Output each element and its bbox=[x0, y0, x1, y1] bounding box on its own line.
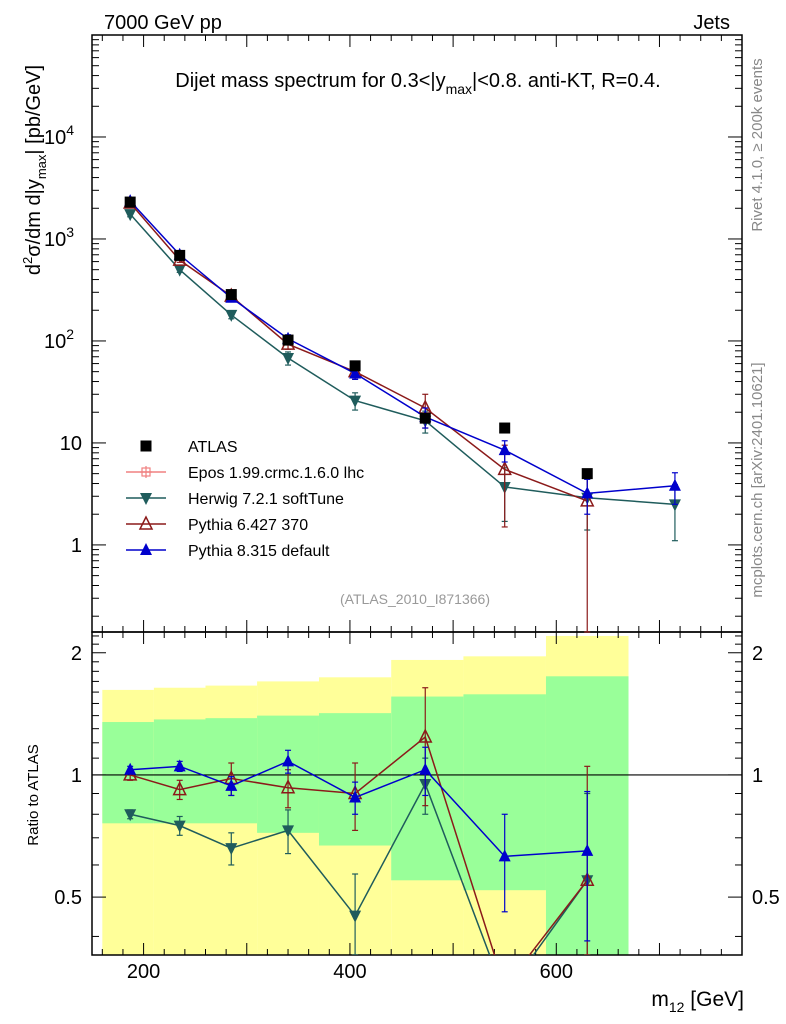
y-tick-label: 10 bbox=[60, 433, 82, 455]
mcplots-label: mcplots.cern.ch [arXiv:2401.10621] bbox=[749, 362, 766, 597]
legend-marker-1 bbox=[140, 466, 152, 478]
ratio-point-pythia-4 bbox=[349, 790, 362, 803]
ratio-point-pythia-4 bbox=[124, 762, 137, 775]
ratio-point-pythia-4 bbox=[282, 754, 295, 767]
ratio-point-herwig-2 bbox=[173, 820, 186, 833]
legend-marker-4 bbox=[140, 543, 152, 555]
header-right: Jets bbox=[693, 12, 730, 34]
y-tick-label: 102 bbox=[44, 326, 74, 353]
ratio-y-tick-label-right: 1 bbox=[752, 765, 763, 787]
point-pythia-3 bbox=[497, 460, 512, 476]
ratio-line-pythia-4 bbox=[130, 760, 588, 858]
x-axis-label: m12 [GeV] bbox=[651, 988, 744, 1015]
ratio-y-tick-label: 2 bbox=[71, 643, 82, 665]
legend-marker-3 bbox=[138, 515, 154, 530]
y-tick-label: 1 bbox=[71, 535, 82, 557]
ratio-y-tick-label: 1 bbox=[71, 765, 82, 787]
point-atlas bbox=[419, 412, 431, 424]
point-atlas bbox=[349, 360, 361, 372]
ratio-y-tick-label: 0.5 bbox=[54, 887, 82, 909]
ratio-line-pythia-3 bbox=[129, 735, 588, 955]
ratio-y-tick-label-right: 0.5 bbox=[752, 887, 780, 909]
point-atlas bbox=[282, 334, 294, 346]
point-atlas bbox=[225, 289, 237, 301]
ratio-y-axis-label: Ratio to ATLAS bbox=[25, 744, 42, 845]
series-line-pythia-3 bbox=[129, 202, 588, 502]
plot-title: Dijet mass spectrum for 0.3<|ymax|<0.8. … bbox=[175, 70, 660, 97]
ratio-point-herwig-2 bbox=[282, 825, 295, 838]
point-pythia-4 bbox=[581, 486, 594, 499]
legend-label-4: Pythia 8.315 default bbox=[188, 543, 330, 560]
ratio-line-herwig-2 bbox=[130, 782, 588, 955]
point-atlas bbox=[124, 196, 136, 208]
ratio-point-pythia-4 bbox=[173, 759, 186, 772]
point-pythia-4 bbox=[668, 478, 681, 491]
analysis-tag: (ATLAS_2010_I871366) bbox=[340, 591, 490, 607]
y-tick-label: 104 bbox=[44, 122, 74, 149]
point-herwig-2 bbox=[668, 499, 681, 512]
ratio-point-pythia-3 bbox=[280, 779, 296, 794]
ratio-point-herwig-2 bbox=[124, 809, 137, 822]
ratio-point-pythia-4 bbox=[419, 762, 432, 775]
ratio-series-pythia-4 bbox=[124, 746, 594, 942]
point-pythia-4 bbox=[498, 443, 511, 456]
point-herwig-2 bbox=[282, 353, 295, 366]
rivet-version-label: Rivet 4.1.0, ≥ 200k events bbox=[749, 58, 766, 231]
ratio-point-herwig-2 bbox=[349, 910, 362, 923]
y-tick-label: 103 bbox=[44, 224, 74, 251]
ratio-point-herwig-2 bbox=[225, 843, 238, 856]
x-tick-label: 600 bbox=[540, 961, 573, 983]
ratio-point-pythia-4 bbox=[498, 849, 511, 862]
header-left: 7000 GeV pp bbox=[104, 12, 222, 34]
legend-label-1: Epos 1.99.crmc.1.6.0 lhc bbox=[188, 465, 364, 482]
point-herwig-2 bbox=[225, 309, 238, 322]
legend-marker-0 bbox=[140, 440, 152, 452]
legend-label-2: Herwig 7.2.1 softTune bbox=[188, 491, 344, 508]
x-tick-label: 400 bbox=[333, 961, 366, 983]
point-atlas bbox=[174, 249, 186, 261]
legend: ATLAS Epos 1.99.crmc.1.6.0 lhc Herwig 7.2.… bbox=[126, 439, 364, 560]
y-axis-label: d2σ/dm d|ymax| [pb/GeV] bbox=[20, 65, 49, 275]
point-herwig-2 bbox=[173, 264, 186, 277]
ratio-point-pythia-4 bbox=[581, 843, 594, 856]
point-herwig-2 bbox=[349, 395, 362, 408]
ratio-y-tick-label-right: 2 bbox=[752, 643, 763, 665]
legend-marker-2 bbox=[140, 493, 152, 505]
x-tick-label: 200 bbox=[127, 961, 160, 983]
point-pythia-4 bbox=[349, 366, 362, 379]
ratio-point-pythia-3 bbox=[172, 780, 187, 796]
legend-label-3: Pythia 6.427 370 bbox=[188, 517, 308, 534]
legend-label-0: ATLAS bbox=[188, 439, 238, 456]
point-atlas bbox=[581, 468, 593, 480]
series-line-herwig-2 bbox=[129, 213, 675, 506]
point-atlas bbox=[499, 422, 511, 434]
ratio-point-pythia-3 bbox=[418, 728, 433, 743]
ratio-point-pythia-4 bbox=[225, 778, 238, 791]
point-herwig-2 bbox=[124, 209, 137, 222]
